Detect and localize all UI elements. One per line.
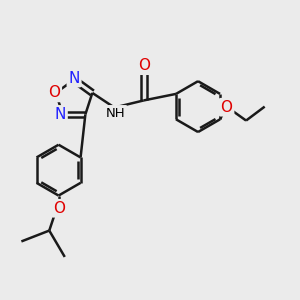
Text: NH: NH (106, 106, 126, 120)
Text: N: N (68, 70, 80, 86)
Text: N: N (55, 107, 66, 122)
Text: O: O (220, 100, 232, 115)
Text: O: O (138, 58, 150, 73)
Text: O: O (53, 201, 65, 216)
Text: O: O (48, 85, 60, 100)
